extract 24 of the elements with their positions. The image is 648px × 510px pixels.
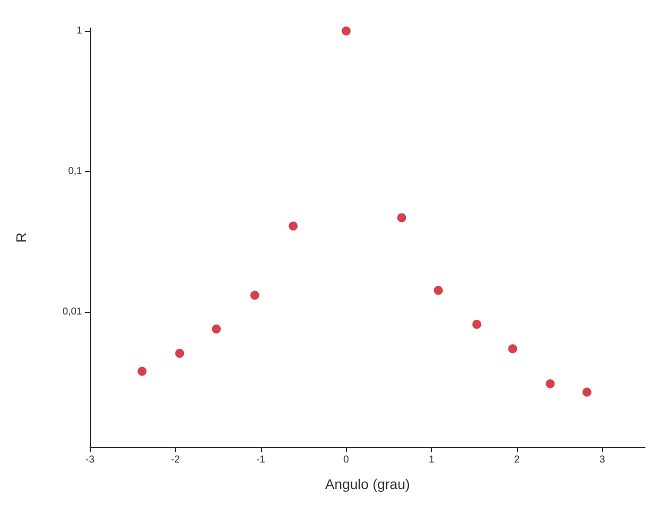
point: [472, 320, 482, 329]
y-tick-label: 0,1: [68, 166, 82, 178]
x-tick-label: 3: [600, 454, 606, 466]
point: [508, 344, 518, 354]
y-tick-label: 0,01: [62, 306, 82, 318]
point: [342, 26, 351, 36]
x-tick-label: 2: [514, 454, 520, 466]
point: [434, 286, 443, 295]
x-tick-label: -2: [170, 454, 180, 466]
x-tick-label: 1: [428, 454, 435, 466]
y-tick-label: 1: [76, 25, 82, 36]
point: [546, 379, 555, 388]
point: [250, 290, 260, 300]
x-axis-title: Angulo (grau): [325, 476, 410, 492]
y-axis-title: R: [13, 232, 29, 243]
point: [175, 348, 184, 358]
x-tick-label: -3: [86, 454, 95, 466]
point: [397, 213, 406, 222]
point: [582, 388, 592, 397]
x-tick-label: -1: [256, 454, 266, 466]
point: [138, 366, 147, 376]
x-tick-label: 0: [343, 454, 350, 466]
point: [212, 324, 221, 334]
point: [288, 222, 298, 231]
